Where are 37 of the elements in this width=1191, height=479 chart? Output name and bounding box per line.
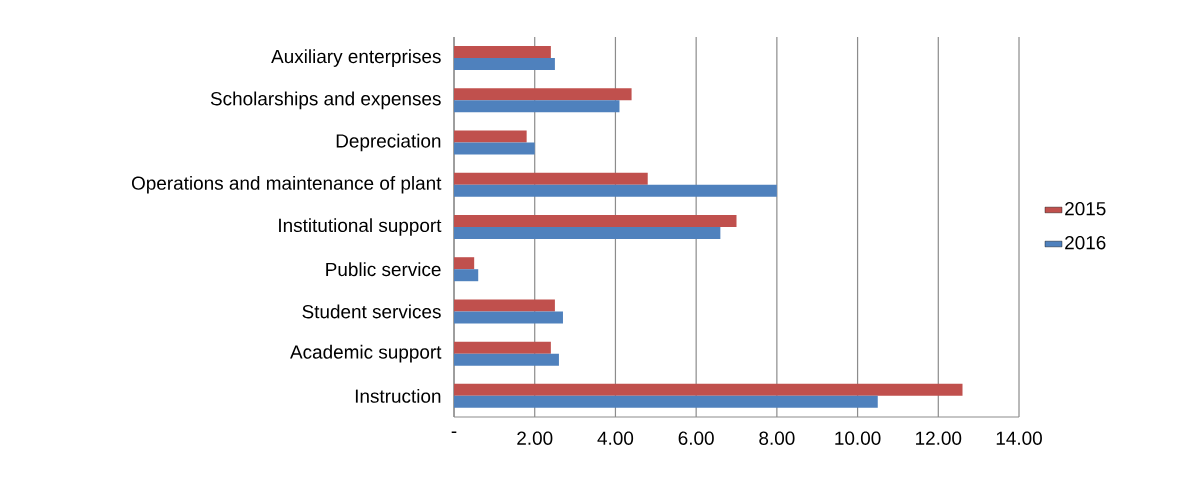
x-tick-label: 6.00 [678, 431, 714, 445]
y-tick-label: Public service [326, 262, 441, 277]
bar [454, 383, 963, 396]
x-tick-label: 12.00 [916, 431, 962, 445]
bar [454, 299, 555, 312]
bar [454, 130, 527, 143]
bar [454, 142, 535, 155]
x-tick-label: 2.00 [517, 431, 553, 445]
bar [454, 395, 878, 408]
bar [454, 226, 721, 239]
bar [454, 353, 559, 366]
y-tick-label: Depreciation [336, 133, 441, 152]
bar [454, 100, 620, 113]
y-tick-label: Auxiliary enterprises [271, 49, 441, 67]
x-tick-label: - [451, 431, 457, 433]
bar [454, 88, 632, 101]
y-tick-label: Scholarships and expenses [210, 91, 441, 110]
bar [454, 172, 648, 185]
legend-label: 2016 [1065, 235, 1106, 250]
bar [454, 184, 777, 197]
bar [454, 214, 737, 227]
y-tick-label: Student services [302, 304, 441, 319]
bar [454, 311, 563, 324]
bar [454, 341, 551, 354]
bar [454, 58, 555, 71]
y-tick-label: Operations and maintenance of plant [131, 175, 442, 194]
x-tick-label: 10.00 [835, 431, 881, 445]
legend-label: 2015 [1065, 201, 1106, 216]
y-tick-label: Instruction [355, 388, 441, 403]
bar [454, 269, 479, 282]
bar [454, 46, 551, 59]
x-tick-label: 8.00 [759, 431, 795, 445]
bar [454, 257, 475, 270]
x-tick-label: 14.00 [996, 431, 1042, 445]
y-tick-label: Academic support [290, 344, 442, 363]
y-tick-label: Institutional support [279, 218, 442, 236]
x-tick-label: 4.00 [597, 431, 634, 445]
